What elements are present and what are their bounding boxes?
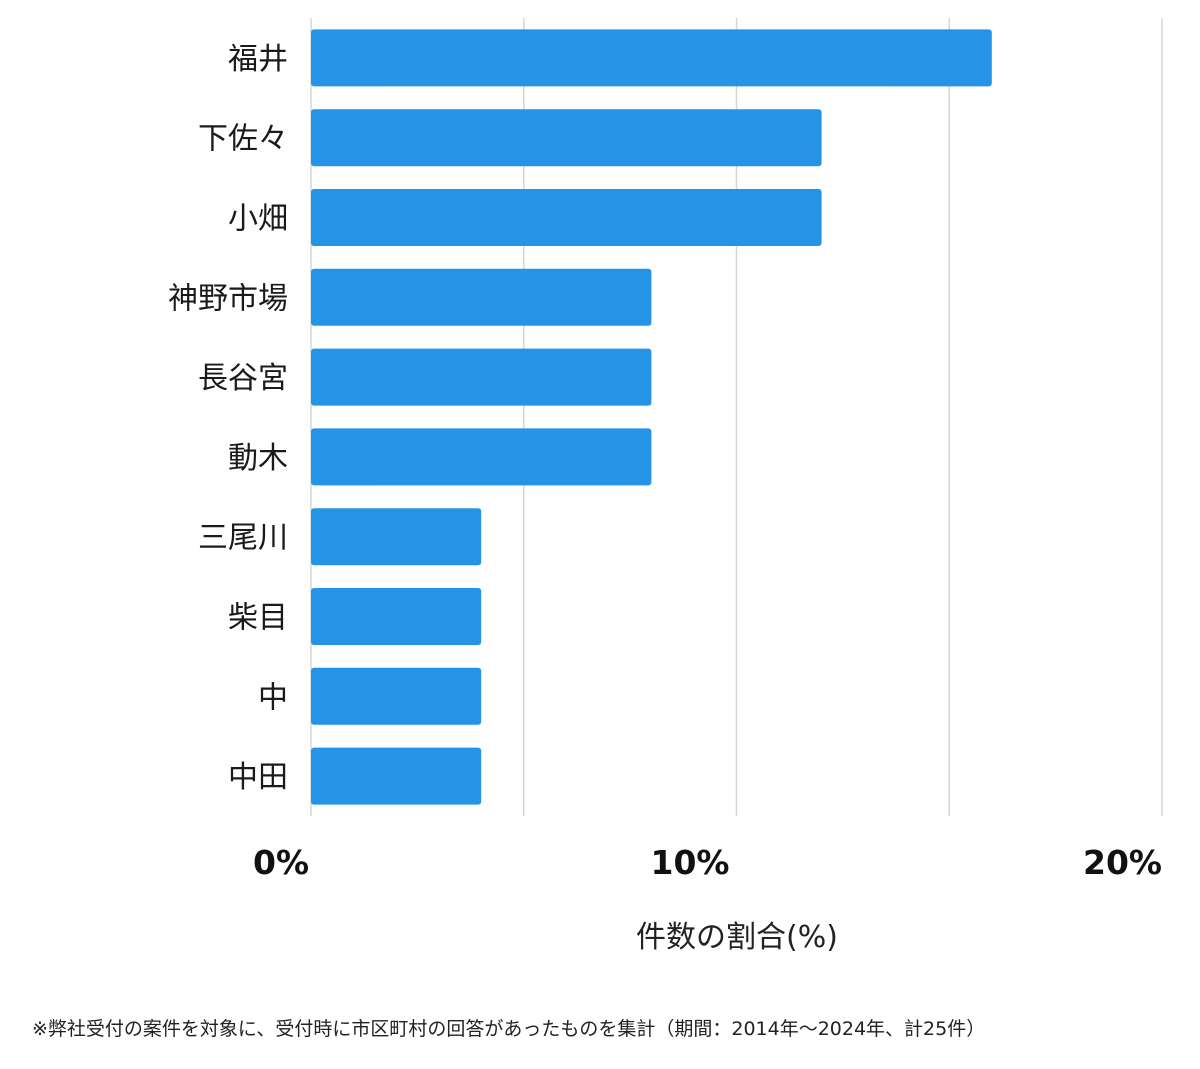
x-axis-title: 件数の割合(%) (636, 920, 838, 955)
bar-長谷宮 (311, 348, 652, 406)
category-label-中: 中 (258, 680, 288, 715)
category-label-小畑: 小畑 (228, 202, 288, 237)
bar-下佐々 (311, 109, 822, 167)
bar-小畑 (311, 189, 822, 246)
category-label-長谷宮: 長谷宮 (198, 361, 288, 396)
x-tick-label-20: 20% (1083, 843, 1162, 882)
bar-三尾川 (311, 508, 482, 566)
category-label-下佐々: 下佐々 (198, 122, 288, 157)
x-tick-label-10: 10% (651, 843, 730, 882)
bar-中田 (311, 747, 482, 805)
bar-柴目 (311, 588, 482, 645)
bar-中 (311, 667, 482, 725)
bar-神野市場 (311, 268, 652, 326)
category-label-三尾川: 三尾川 (198, 521, 288, 556)
x-tick-labels: 0% 10% 20% (253, 843, 1162, 882)
category-label-動木: 動木 (228, 441, 288, 476)
category-label-柴目: 柴目 (228, 601, 288, 636)
x-tick-label-0: 0% (253, 843, 309, 882)
category-label-中田: 中田 (228, 760, 288, 795)
bar-動木 (311, 428, 652, 486)
category-label-神野市場: 神野市場 (168, 281, 288, 316)
bar-福井 (311, 29, 992, 87)
bars (311, 29, 992, 805)
footnote: ※弊社受付の案件を対象に、受付時に市区町村の回答があったものを集計（期間：201… (32, 1018, 986, 1040)
category-label-福井: 福井 (228, 42, 288, 77)
